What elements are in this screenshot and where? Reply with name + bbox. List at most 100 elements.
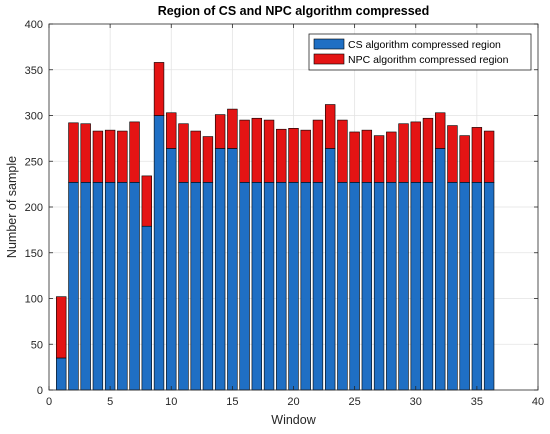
- bar-npc-27: [373, 135, 385, 183]
- x-tick-label: 30: [410, 396, 422, 408]
- bar-npc-8: [141, 175, 152, 227]
- bar-cs-35: [471, 181, 483, 391]
- legend-label-cs: CS algorithm compressed region: [348, 39, 501, 51]
- bar-npc-11: [178, 123, 189, 183]
- bar-cs-11: [178, 181, 189, 391]
- bar-npc-31: [422, 117, 434, 183]
- bar-npc-12: [190, 130, 201, 183]
- bar-npc-10: [166, 112, 177, 149]
- bar-npc-32: [435, 112, 446, 149]
- bar-npc-28: [386, 131, 397, 183]
- bar-cs-34: [459, 181, 470, 391]
- bar-npc-26: [361, 129, 373, 183]
- x-tick-label: 25: [349, 396, 361, 408]
- bar-cs-6: [117, 181, 128, 391]
- bar-npc-29: [398, 123, 409, 183]
- bar-npc-7: [129, 121, 140, 183]
- bar-cs-20: [288, 181, 299, 391]
- bar-npc-1: [56, 296, 67, 359]
- y-tick-label: 200: [25, 202, 43, 214]
- bar-cs-28: [386, 181, 397, 391]
- bar-cs-19: [276, 181, 287, 391]
- bar-cs-36: [483, 181, 495, 391]
- bar-cs-5: [104, 181, 116, 391]
- x-tick-label: 35: [471, 396, 483, 408]
- bar-npc-4: [92, 130, 104, 183]
- bar-npc-20: [288, 128, 299, 183]
- bar-cs-10: [166, 148, 177, 391]
- bar-npc-3: [80, 123, 91, 183]
- y-axis-label: Number of sample: [5, 156, 19, 258]
- bar-cs-4: [92, 181, 104, 391]
- bar-cs-17: [251, 181, 263, 391]
- bars: [56, 62, 495, 391]
- bar-cs-32: [435, 148, 446, 391]
- legend-box: [308, 33, 532, 71]
- y-tick-label: 350: [25, 65, 43, 77]
- bar-cs-31: [422, 181, 434, 391]
- bar-npc-17: [251, 117, 263, 183]
- bar-npc-24: [337, 119, 348, 183]
- y-tick-label: 0: [37, 385, 43, 397]
- x-tick-label: 10: [165, 396, 177, 408]
- legend: CS algorithm compressed region NPC algor…: [308, 33, 532, 71]
- bar-cs-33: [447, 181, 458, 391]
- bar-cs-22: [312, 181, 324, 391]
- x-tick-label: 5: [107, 396, 113, 408]
- bar-cs-25: [349, 181, 360, 391]
- bar-npc-33: [447, 125, 458, 183]
- bar-npc-21: [300, 129, 311, 183]
- bar-npc-19: [276, 128, 287, 183]
- bar-cs-24: [337, 181, 348, 391]
- x-axis-label: Window: [271, 413, 316, 427]
- bar-cs-26: [361, 181, 373, 391]
- bar-cs-16: [239, 181, 250, 391]
- bar-cs-3: [80, 181, 91, 391]
- bar-cs-21: [300, 181, 311, 391]
- legend-swatch-cs: [313, 38, 345, 50]
- bar-npc-34: [459, 135, 470, 183]
- bar-npc-25: [349, 131, 360, 183]
- bar-cs-7: [129, 181, 140, 391]
- y-tick-label: 100: [25, 294, 43, 306]
- y-tick-label: 150: [25, 248, 43, 260]
- chart-title: Region of CS and NPC algorithm compresse…: [158, 4, 430, 18]
- x-tick-label: 20: [287, 396, 299, 408]
- bar-npc-23: [324, 104, 336, 149]
- bar-cs-13: [202, 181, 214, 391]
- bar-npc-14: [214, 114, 226, 149]
- bar-npc-6: [117, 130, 128, 183]
- bar-npc-22: [312, 119, 324, 183]
- bar-cs-29: [398, 181, 409, 391]
- bar-npc-13: [202, 136, 214, 183]
- bar-cs-27: [373, 181, 385, 391]
- bar-npc-15: [227, 108, 238, 149]
- y-tick-label: 250: [25, 156, 43, 168]
- bar-npc-5: [104, 129, 116, 183]
- bar-cs-14: [214, 148, 226, 391]
- bar-npc-36: [483, 130, 495, 183]
- bar-npc-18: [263, 119, 275, 183]
- bar-npc-16: [239, 119, 250, 183]
- x-tick-label: 40: [532, 396, 544, 408]
- x-tick-label: 0: [46, 396, 52, 408]
- legend-swatch-npc: [313, 53, 345, 65]
- bar-cs-30: [410, 181, 421, 391]
- bar-npc-30: [410, 121, 421, 183]
- bar-npc-9: [153, 62, 165, 116]
- y-tick-label: 300: [25, 111, 43, 123]
- bar-cs-12: [190, 181, 201, 391]
- bar-npc-2: [68, 122, 79, 183]
- y-tick-label: 50: [31, 339, 43, 351]
- bar-cs-23: [324, 148, 336, 391]
- bar-cs-8: [141, 225, 152, 391]
- bar-cs-15: [227, 148, 238, 391]
- bar-cs-18: [263, 181, 275, 391]
- x-tick-label: 15: [226, 396, 238, 408]
- bar-cs-9: [153, 115, 165, 391]
- legend-label-npc: NPC algorithm compressed region: [348, 54, 509, 66]
- bar-cs-2: [68, 181, 79, 391]
- y-tick-label: 400: [25, 19, 43, 31]
